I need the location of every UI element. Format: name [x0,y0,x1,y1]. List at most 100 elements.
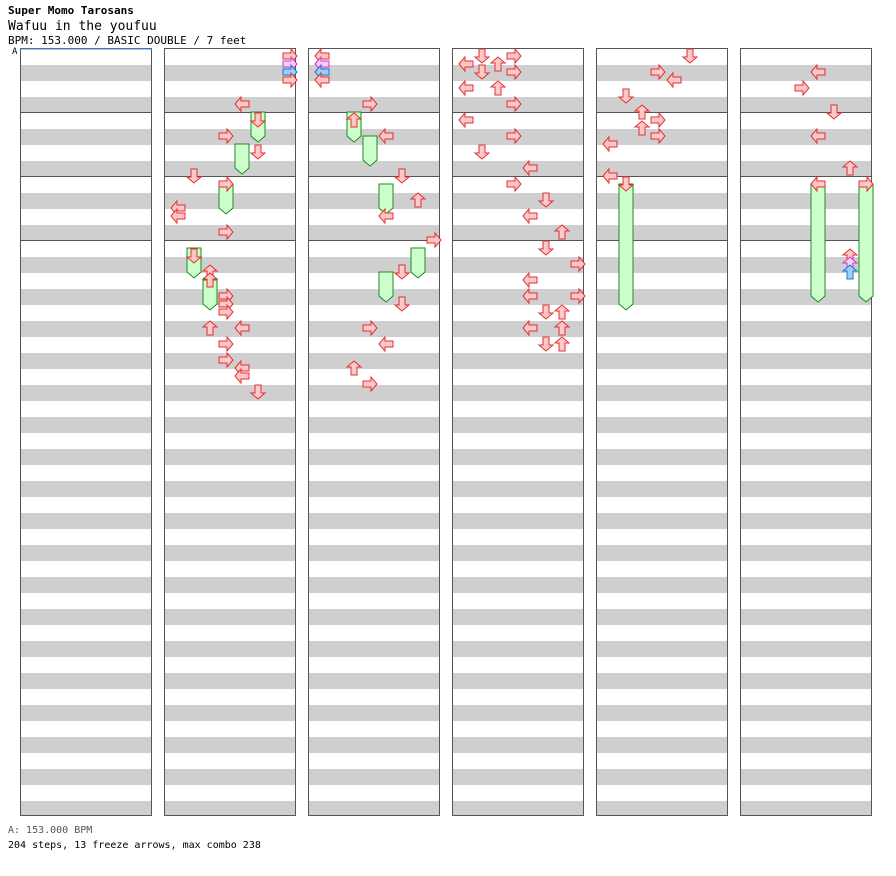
measure-column [308,48,440,816]
step-arrow-up [345,360,363,376]
step-arrow-down [393,264,411,280]
step-arrow-down [473,64,491,80]
step-arrow-left [602,135,618,153]
step-arrow-up [201,320,219,336]
step-arrow-down [185,248,203,264]
step-arrow-down [249,384,267,400]
step-arrow-left [170,207,186,225]
freeze-arrow [218,183,234,215]
step-arrow-left [234,95,250,113]
measure-line [741,112,871,113]
step-arrow-left [522,159,538,177]
step-arrow-right [506,63,522,81]
freeze-arrow [410,247,426,279]
step-arrow-down [617,176,635,192]
measure-line [597,176,727,177]
freeze-arrow [234,143,250,175]
step-arrow-left [522,271,538,289]
step-arrow-right [282,71,298,89]
step-arrow-down [537,240,555,256]
step-arrow-down [537,304,555,320]
freeze-arrow [378,271,394,303]
freeze-arrow [858,183,874,303]
step-arrow-down [249,112,267,128]
step-arrow-left [458,55,474,73]
measure-line [597,112,727,113]
freeze-arrow [362,135,378,167]
step-arrow-right [362,375,378,393]
chart-stats: 204 steps, 13 freeze arrows, max combo 2… [8,840,261,851]
measure-line [741,176,871,177]
step-arrow-left [378,127,394,145]
measure-line [309,176,439,177]
step-arrow-up [489,80,507,96]
step-arrow-right [218,351,234,369]
step-arrow-down [825,104,843,120]
freeze-arrow [618,183,634,311]
step-arrow-left [458,79,474,97]
step-arrow-up [553,336,571,352]
step-arrow-right [650,111,666,129]
measure-line [165,112,295,113]
song-artist: Super Momo Tarosans [8,4,134,17]
step-arrow-left [234,367,250,385]
step-arrow-left [378,207,394,225]
step-arrow-right [218,223,234,241]
measure-line [453,240,583,241]
step-arrow-right [218,127,234,145]
measure-column [164,48,296,816]
measure-column [596,48,728,816]
step-arrow-up [841,264,859,280]
step-arrow-up [489,56,507,72]
measure-line [741,240,871,241]
step-arrow-up [553,304,571,320]
song-title: Wafuu in the youfuu [8,19,157,34]
measure-line [21,112,151,113]
step-arrow-right [650,63,666,81]
step-arrow-down [473,144,491,160]
step-arrow-left [810,63,826,81]
step-arrow-down [537,336,555,352]
step-arrow-down [249,144,267,160]
measure-line [165,176,295,177]
step-arrow-up [201,272,219,288]
step-arrow-right [218,175,234,193]
step-arrow-up [633,104,651,120]
step-arrow-left [810,127,826,145]
freeze-arrow [810,183,826,303]
step-arrow-left [602,167,618,185]
step-arrow-right [650,127,666,145]
step-arrow-right [570,255,586,273]
step-arrow-up [553,320,571,336]
step-arrow-right [506,127,522,145]
step-arrow-right [218,335,234,353]
step-arrow-left [458,111,474,129]
step-arrow-right [570,287,586,305]
step-arrow-left [378,335,394,353]
step-arrow-up [633,120,651,136]
step-arrow-left [522,287,538,305]
step-arrow-down [393,168,411,184]
step-arrow-up [841,160,859,176]
measure-column [740,48,872,816]
step-arrow-right [794,79,810,97]
step-arrow-left [810,175,826,193]
measure-line [309,112,439,113]
measure-line [21,240,151,241]
step-arrow-left [522,319,538,337]
step-arrow-right [362,319,378,337]
step-arrow-left [314,71,330,89]
step-arrow-up [409,192,427,208]
step-arrow-left [666,71,682,89]
measure-line [165,240,295,241]
step-arrow-right [506,175,522,193]
step-arrow-up [345,112,363,128]
step-arrow-left [234,319,250,337]
step-arrow-right [218,303,234,321]
step-arrow-down [473,48,491,64]
step-arrow-down [537,192,555,208]
measure-line [21,176,151,177]
step-arrow-right [858,175,874,193]
freeze-arrow [378,183,394,215]
